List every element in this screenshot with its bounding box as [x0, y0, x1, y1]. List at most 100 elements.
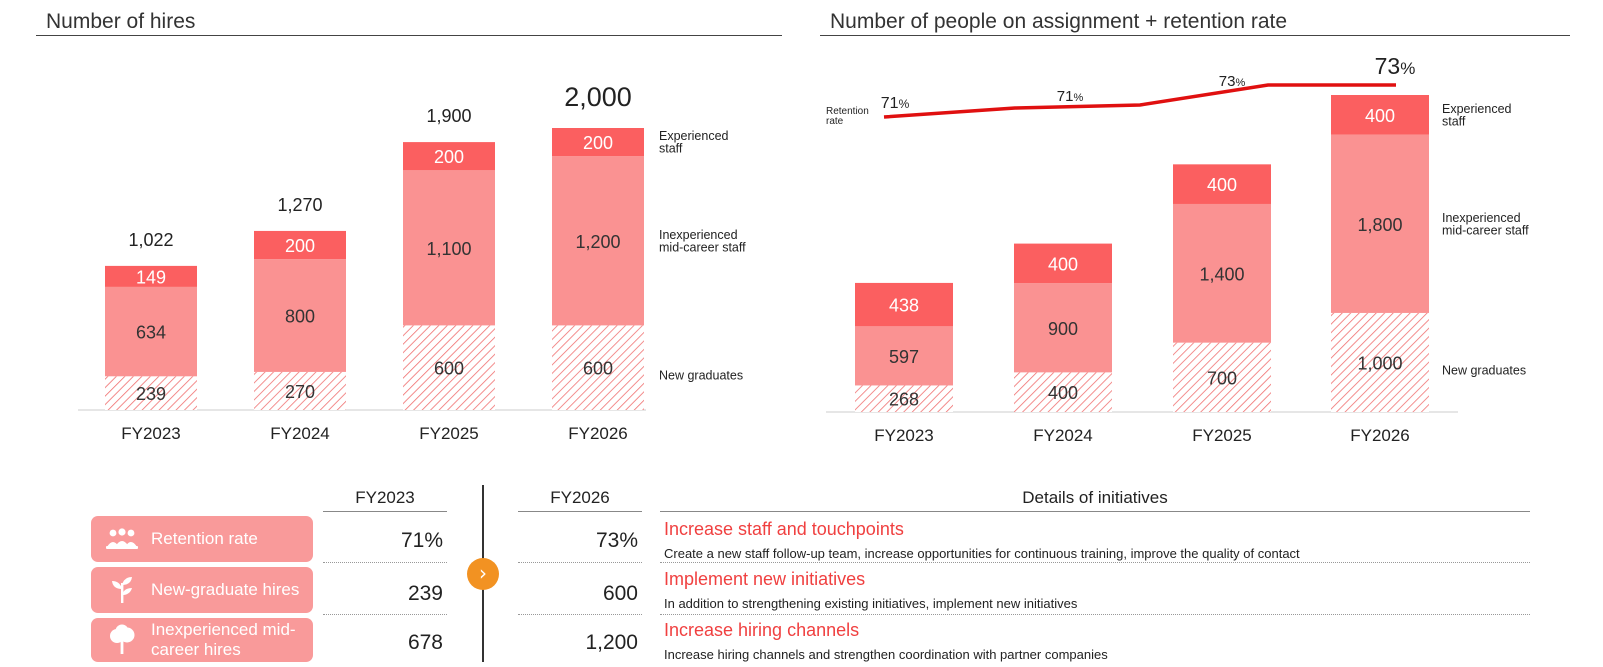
bar-value-label: 1,200 — [575, 232, 620, 252]
bar-value-label: 1,800 — [1357, 215, 1402, 235]
retention-fy2023-value: 71% — [400, 529, 443, 552]
bar-segment-inexperienced-mid-career-staff-fy2025 — [403, 170, 495, 326]
bar-value-label: 900 — [1048, 319, 1078, 339]
bar-segment-experienced-staff-fy2023 — [855, 282, 953, 327]
chevron-right-icon: › — [467, 558, 499, 590]
metric-label: New-graduate hires — [151, 580, 300, 599]
col-header-fy2026: FY2026 — [518, 485, 642, 512]
bar-total-label: 2,000 — [564, 82, 632, 112]
bar-segment-experienced-staff-fy2025 — [403, 142, 495, 171]
bar-segment-new-graduates-fy2024 — [254, 371, 346, 410]
bar-value-label: 268 — [889, 390, 919, 410]
bar-segment-inexperienced-mid-career-staff-fy2026 — [1331, 134, 1429, 313]
bar-segment-new-graduates-fy2024 — [1014, 372, 1112, 412]
bar-value-label: 1,400 — [1199, 264, 1244, 284]
bar-segment-new-graduates-fy2025 — [403, 325, 495, 410]
bar-segment-new-graduates-fy2026 — [552, 325, 644, 410]
hires-chart-title: Number of hires — [36, 8, 782, 36]
bar-segment-inexperienced-mid-career-staff-fy2024 — [254, 259, 346, 372]
x-tick-label: FY2025 — [419, 424, 479, 443]
bar-segment-inexperienced-mid-career-staff-fy2025 — [1173, 203, 1271, 343]
retention-rate-legend: Retention rate — [826, 106, 869, 127]
col-header-fy2023: FY2023 — [323, 485, 447, 512]
assignment-chart: 268 597 438 FY2023 400 900 400 FY2024 700 1,400 40… — [826, 53, 1529, 445]
bar-value-label: 700 — [1207, 368, 1237, 388]
bar-value-label: 400 — [1207, 175, 1237, 195]
inexperienced-fy2026-value: 1,200 — [585, 631, 638, 654]
initiative-description: Create a new staff follow-up team, incre… — [664, 546, 1300, 561]
bar-value-label: 1,100 — [426, 239, 471, 259]
x-tick-label: FY2026 — [1350, 426, 1410, 445]
newgrad-fy2026-value: 600 — [602, 582, 638, 605]
bar-total-label: 1,270 — [277, 195, 322, 215]
bar-value-label: 438 — [889, 296, 919, 316]
bar-value-label: 200 — [285, 236, 315, 256]
bar-segment-new-graduates-fy2025 — [1173, 342, 1271, 412]
bar-value-label: 270 — [285, 382, 315, 402]
row-separator — [660, 614, 1530, 615]
bar-value-label: 400 — [1048, 383, 1078, 403]
retention-rate-value-label: 71% — [1057, 88, 1084, 105]
metric-new-graduate-hires: New-graduate hires — [91, 567, 313, 613]
bar-segment-new-graduates-fy2026 — [1331, 312, 1429, 412]
bar-value-label: 1,000 — [1357, 353, 1402, 373]
initiative-title: Implement new initiatives — [664, 569, 866, 589]
bar-value-label: 200 — [434, 147, 464, 167]
row-separator — [323, 614, 447, 615]
bar-value-label: 400 — [1048, 254, 1078, 274]
retention-rate-value-label: 71% — [881, 95, 910, 112]
bar-segment-new-graduates-fy2023 — [855, 385, 953, 412]
hires-chart: 239 634 149 FY2023 270 800 200 FY2024 600 1,100 20… — [78, 82, 746, 443]
x-tick-label: FY2025 — [1192, 426, 1252, 445]
tree-icon — [101, 624, 143, 656]
legend-label: Inexperienced mid-career staff — [659, 228, 746, 255]
initiative-title: Increase hiring channels — [664, 620, 860, 640]
x-tick-label: FY2024 — [270, 424, 330, 443]
bar-value-label: 239 — [136, 384, 166, 404]
legend-label: New graduates — [659, 369, 743, 383]
bar-segment-experienced-staff-fy2026 — [552, 128, 644, 157]
initiative-description: In addition to strengthening existing in… — [664, 596, 1078, 611]
row-separator — [518, 614, 642, 615]
charts-canvas: 239 634 149 FY2023 270 800 200 FY2024 600 1,100 20… — [78, 53, 1529, 445]
initiative-title: Increase staff and touchpoints — [664, 519, 904, 539]
initiative-description: Increase hiring channels and strengthen … — [664, 647, 1108, 662]
metric-inexperienced-hires: Inexperienced mid- career hires — [91, 618, 313, 662]
bar-value-label: 597 — [889, 347, 919, 367]
bar-segment-experienced-staff-fy2026 — [1331, 95, 1429, 135]
initiatives-heading: Details of initiatives — [660, 485, 1530, 512]
newgrad-fy2023-value: 239 — [407, 582, 443, 605]
x-tick-label: FY2026 — [568, 424, 628, 443]
metric-label: Retention rate — [151, 529, 258, 548]
row-separator — [323, 562, 447, 563]
bar-value-label: 600 — [434, 359, 464, 379]
bar-segment-experienced-staff-fy2025 — [1173, 164, 1271, 204]
bar-segment-experienced-staff-fy2024 — [1014, 243, 1112, 284]
bar-value-label: 800 — [285, 307, 315, 327]
bar-total-label: 1,900 — [426, 106, 471, 126]
people-group-icon — [101, 527, 143, 551]
bar-segment-new-graduates-fy2023 — [105, 376, 197, 410]
bar-segment-inexperienced-mid-career-staff-fy2023 — [105, 286, 197, 377]
bar-total-label: 1,022 — [128, 230, 173, 250]
legend-label: Experienced staff — [1442, 102, 1512, 129]
metric-label: Inexperienced mid- career hires — [151, 620, 296, 659]
bar-value-label: 200 — [583, 133, 613, 153]
bar-value-label: 634 — [136, 323, 166, 343]
x-tick-label: FY2024 — [1033, 426, 1093, 445]
row-separator — [518, 562, 642, 563]
legend-label: Experienced staff — [659, 129, 729, 156]
legend-label: New graduates — [1442, 363, 1526, 377]
metric-retention-rate: Retention rate — [91, 516, 313, 562]
bar-value-label: 600 — [583, 359, 613, 379]
retention-fy2026-value: 73% — [595, 529, 638, 552]
assignment-chart-title: Number of people on assignment + retenti… — [820, 8, 1570, 36]
x-tick-label: FY2023 — [121, 424, 181, 443]
retention-rate-line — [883, 83, 1396, 119]
bar-segment-experienced-staff-fy2023 — [105, 265, 197, 287]
x-tick-label: FY2023 — [874, 426, 934, 445]
bar-segment-inexperienced-mid-career-staff-fy2024 — [1014, 283, 1112, 373]
inexperienced-fy2023-value: 678 — [407, 631, 443, 654]
sprout-icon — [101, 575, 143, 605]
retention-rate-value-label: 73% — [1219, 73, 1246, 90]
